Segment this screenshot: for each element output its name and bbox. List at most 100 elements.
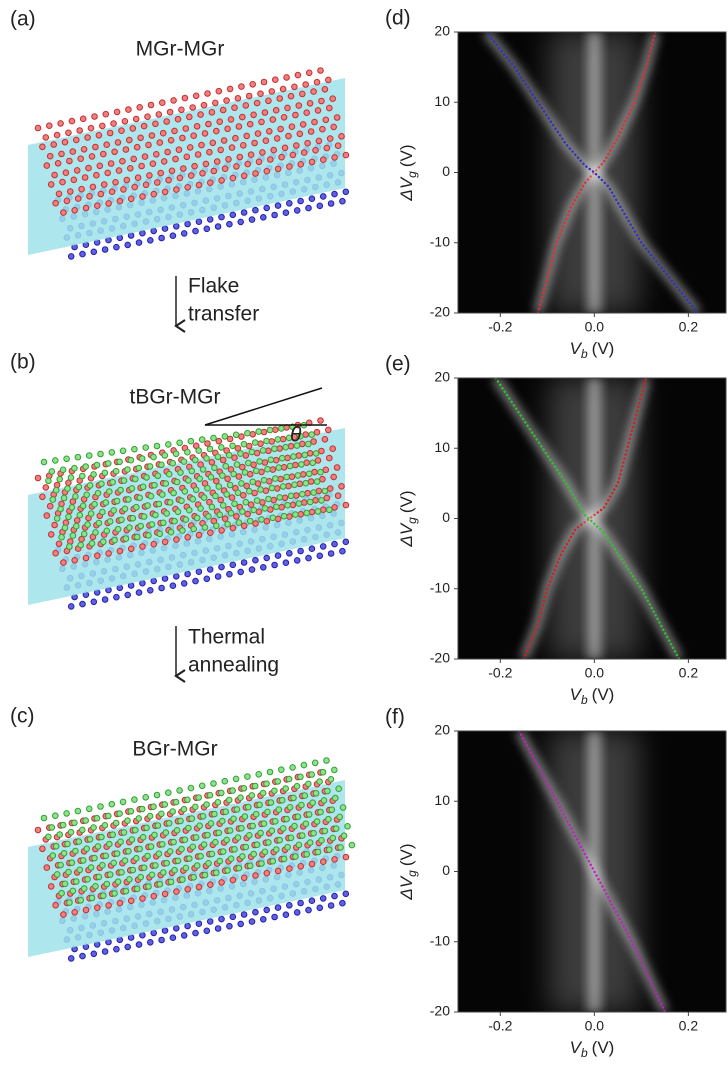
atom	[251, 139, 258, 147]
atom	[272, 106, 280, 114]
y-tick-label: -20	[430, 1003, 450, 1019]
atom	[266, 768, 274, 776]
atom	[113, 243, 120, 251]
atom	[133, 885, 141, 893]
atom	[251, 439, 259, 446]
atom	[170, 838, 177, 846]
atom	[114, 139, 122, 146]
atom	[150, 803, 157, 811]
atom	[185, 477, 192, 484]
atom	[272, 426, 279, 434]
atom	[327, 776, 335, 783]
angle-line	[204, 387, 323, 426]
atom	[34, 826, 42, 834]
atom	[213, 477, 220, 485]
atom	[144, 852, 151, 860]
atom	[279, 85, 287, 93]
atom	[186, 144, 194, 151]
atom	[98, 833, 105, 841]
atom	[145, 141, 152, 149]
atom	[150, 227, 157, 235]
atom	[52, 901, 59, 909]
atom	[267, 506, 274, 513]
atom	[113, 945, 120, 953]
atom	[240, 874, 248, 882]
x-tick-label: 0.0	[585, 319, 605, 335]
atom	[287, 834, 295, 842]
atom	[80, 885, 88, 892]
atom	[131, 796, 138, 803]
atom	[148, 871, 156, 879]
atom	[159, 491, 166, 498]
atom	[133, 855, 140, 862]
atom	[82, 554, 90, 562]
atom	[161, 801, 169, 808]
atom	[127, 808, 135, 815]
atom	[142, 181, 150, 189]
atom	[285, 132, 292, 140]
step-text: annealing	[188, 654, 279, 677]
atom	[303, 459, 311, 467]
atom	[195, 218, 203, 225]
atom	[68, 859, 76, 867]
atom	[206, 216, 214, 223]
atom	[72, 493, 79, 500]
axis-symbol: V	[570, 685, 583, 704]
atom	[145, 883, 152, 890]
x-tick-label: -0.2	[488, 665, 512, 681]
atom	[289, 151, 297, 159]
atom	[319, 475, 326, 483]
atom	[260, 476, 268, 484]
atom	[243, 482, 250, 490]
atom	[257, 486, 264, 493]
step-text: Flake	[188, 275, 239, 298]
atom	[240, 911, 248, 918]
atom	[61, 138, 69, 146]
atom	[260, 564, 267, 571]
atom	[109, 831, 116, 839]
atom	[66, 157, 73, 165]
atom	[184, 220, 191, 228]
atom	[310, 829, 317, 837]
atom	[47, 531, 55, 538]
atom	[227, 509, 235, 517]
atom	[97, 190, 105, 198]
atom	[280, 512, 288, 520]
atom	[147, 843, 155, 850]
atom	[195, 794, 202, 801]
atom	[58, 150, 65, 158]
atom	[229, 876, 237, 884]
atom	[180, 805, 188, 813]
atom	[68, 504, 76, 511]
atom	[325, 76, 332, 84]
atom	[46, 122, 53, 129]
atom	[169, 232, 177, 239]
y-tick-label: 10	[434, 792, 450, 808]
atom	[305, 780, 312, 788]
atom	[260, 916, 267, 923]
atom	[75, 838, 83, 845]
atom	[193, 514, 201, 522]
atom	[106, 129, 114, 137]
atom	[139, 193, 146, 200]
atom	[52, 812, 59, 820]
atom	[60, 494, 68, 502]
atom	[161, 890, 169, 898]
atom	[242, 843, 250, 851]
atom	[342, 853, 350, 861]
atom	[306, 450, 314, 457]
axis-symbol: ΔV	[397, 522, 416, 547]
atom	[165, 176, 172, 184]
atom	[151, 831, 158, 839]
atom	[204, 90, 211, 97]
atom	[169, 582, 177, 590]
atom	[52, 549, 59, 557]
atom	[122, 887, 130, 895]
atom	[302, 479, 310, 487]
atom	[176, 439, 183, 447]
atom	[116, 810, 123, 817]
atom	[308, 860, 316, 868]
atom	[100, 181, 108, 188]
atom	[212, 492, 219, 500]
atom	[146, 463, 154, 470]
